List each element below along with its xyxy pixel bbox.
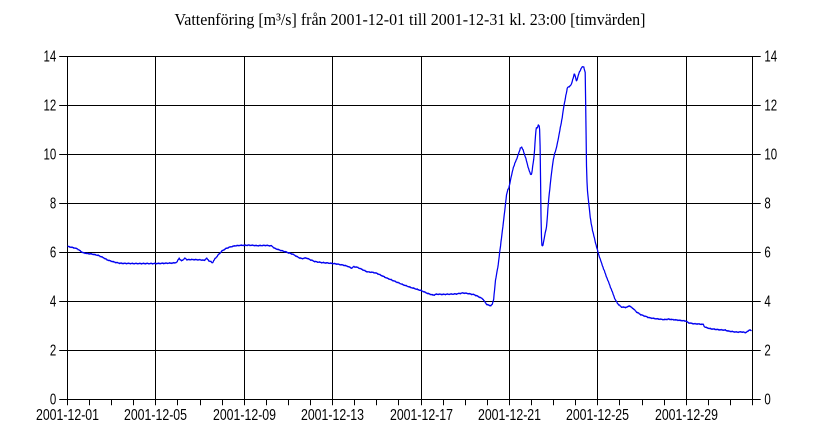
svg-text:6: 6 bbox=[50, 244, 56, 261]
svg-text:2001-12-17: 2001-12-17 bbox=[390, 406, 453, 424]
svg-text:Vattenföring [m³/s] från 2001-: Vattenföring [m³/s] från 2001-12-01 till… bbox=[175, 10, 646, 29]
svg-text:10: 10 bbox=[764, 146, 777, 163]
svg-text:2: 2 bbox=[50, 342, 56, 359]
svg-text:2001-12-13: 2001-12-13 bbox=[301, 406, 364, 424]
svg-text:4: 4 bbox=[50, 293, 57, 310]
svg-text:12: 12 bbox=[44, 97, 57, 114]
svg-text:2: 2 bbox=[764, 342, 770, 359]
svg-text:2001-12-25: 2001-12-25 bbox=[566, 406, 629, 424]
svg-text:8: 8 bbox=[50, 195, 56, 212]
svg-text:2001-12-29: 2001-12-29 bbox=[655, 406, 718, 424]
svg-text:0: 0 bbox=[50, 391, 57, 408]
svg-text:4: 4 bbox=[764, 293, 771, 310]
svg-text:12: 12 bbox=[764, 97, 777, 114]
svg-text:2001-12-01: 2001-12-01 bbox=[36, 406, 99, 424]
svg-text:2001-12-05: 2001-12-05 bbox=[124, 406, 187, 424]
svg-text:8: 8 bbox=[764, 195, 770, 212]
svg-text:14: 14 bbox=[764, 48, 777, 65]
svg-text:0: 0 bbox=[764, 391, 771, 408]
svg-text:6: 6 bbox=[764, 244, 770, 261]
svg-text:14: 14 bbox=[44, 48, 57, 65]
svg-text:2001-12-09: 2001-12-09 bbox=[213, 406, 276, 424]
svg-text:2001-12-21: 2001-12-21 bbox=[478, 406, 541, 424]
svg-text:10: 10 bbox=[44, 146, 57, 163]
